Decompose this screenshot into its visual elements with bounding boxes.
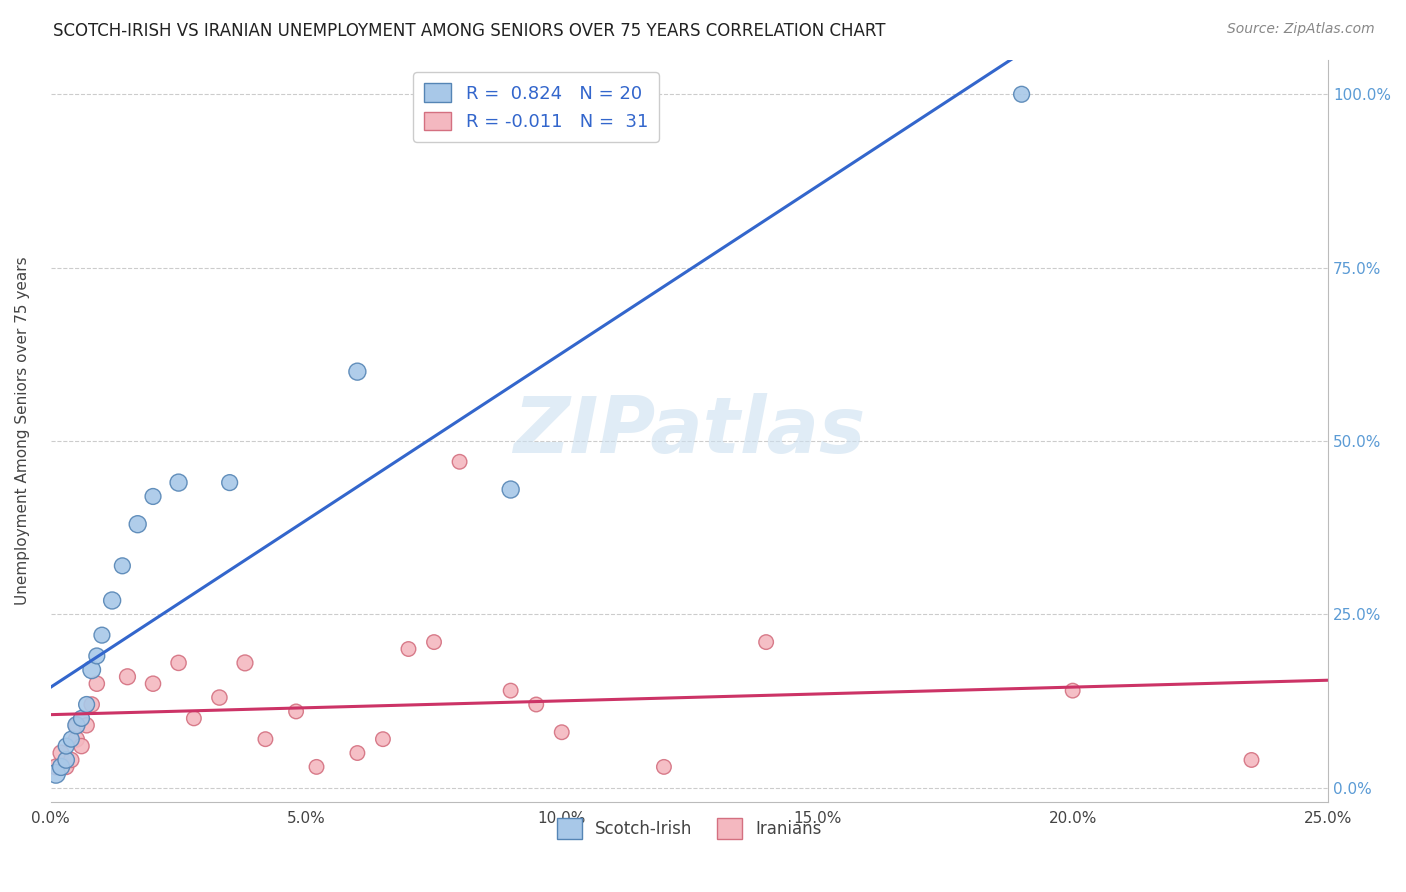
Point	[423, 635, 446, 649]
Point	[346, 365, 368, 379]
Point	[142, 490, 165, 504]
Point	[218, 475, 240, 490]
Point	[1062, 683, 1084, 698]
Point	[233, 656, 256, 670]
Point	[49, 760, 72, 774]
Point	[117, 670, 139, 684]
Point	[70, 739, 93, 753]
Point	[80, 663, 103, 677]
Point	[524, 698, 547, 712]
Y-axis label: Unemployment Among Seniors over 75 years: Unemployment Among Seniors over 75 years	[15, 256, 30, 605]
Point	[652, 760, 675, 774]
Point	[398, 642, 420, 657]
Point	[371, 732, 394, 747]
Point	[49, 746, 72, 760]
Point	[90, 628, 112, 642]
Point	[45, 767, 67, 781]
Point	[45, 760, 67, 774]
Point	[55, 739, 77, 753]
Point	[183, 711, 205, 725]
Point	[167, 656, 190, 670]
Point	[254, 732, 277, 747]
Point	[285, 705, 308, 719]
Text: Source: ZipAtlas.com: Source: ZipAtlas.com	[1227, 22, 1375, 37]
Point	[101, 593, 124, 607]
Point	[142, 676, 165, 690]
Point	[76, 698, 98, 712]
Legend: Scotch-Irish, Iranians: Scotch-Irish, Iranians	[550, 812, 830, 846]
Point	[111, 558, 134, 573]
Point	[127, 517, 149, 532]
Point	[86, 676, 108, 690]
Point	[449, 455, 471, 469]
Point	[305, 760, 328, 774]
Point	[208, 690, 231, 705]
Point	[346, 746, 368, 760]
Point	[65, 732, 87, 747]
Point	[55, 760, 77, 774]
Point	[60, 732, 83, 747]
Point	[755, 635, 778, 649]
Point	[551, 725, 574, 739]
Point	[76, 718, 98, 732]
Point	[60, 753, 83, 767]
Point	[499, 483, 522, 497]
Text: SCOTCH-IRISH VS IRANIAN UNEMPLOYMENT AMONG SENIORS OVER 75 YEARS CORRELATION CHA: SCOTCH-IRISH VS IRANIAN UNEMPLOYMENT AMO…	[53, 22, 886, 40]
Point	[86, 648, 108, 663]
Point	[80, 698, 103, 712]
Point	[65, 718, 87, 732]
Point	[167, 475, 190, 490]
Point	[55, 753, 77, 767]
Point	[1011, 87, 1033, 102]
Text: ZIPatlas: ZIPatlas	[513, 392, 866, 468]
Point	[1240, 753, 1263, 767]
Point	[70, 711, 93, 725]
Point	[65, 718, 87, 732]
Point	[499, 683, 522, 698]
